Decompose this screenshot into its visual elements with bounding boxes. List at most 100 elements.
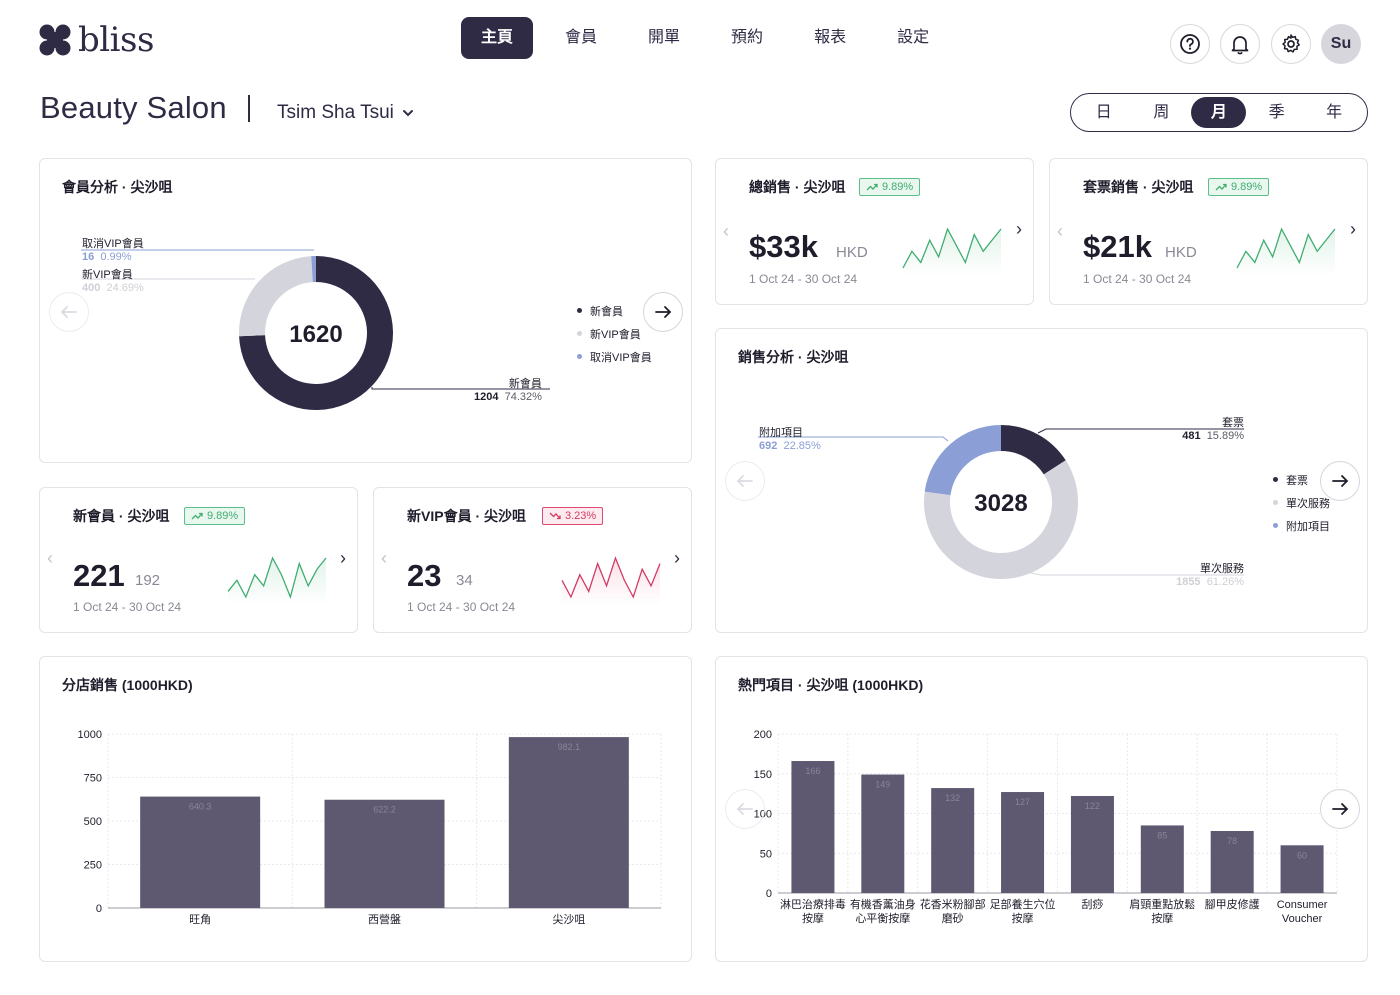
x-tick-label: 按摩 <box>802 911 824 925</box>
donut-slice <box>924 425 1001 496</box>
trend-up-icon <box>191 512 203 520</box>
bar <box>1210 830 1254 893</box>
next-button[interactable] <box>1320 789 1360 829</box>
period-month[interactable]: 月 <box>1191 97 1247 128</box>
bar-value-label: 982.1 <box>558 742 581 752</box>
x-tick-label: 有機香薰油身 <box>850 897 916 911</box>
x-tick-label: 肩頸重點放鬆 <box>1129 897 1195 911</box>
change-value: 3.23% <box>565 510 597 522</box>
prev-button[interactable] <box>725 789 765 829</box>
next-chevron-icon[interactable]: › <box>340 548 346 568</box>
next-button[interactable] <box>643 292 683 332</box>
bar-value-label: 78 <box>1227 836 1237 846</box>
sparkline <box>902 227 1002 276</box>
notifications-button[interactable] <box>1220 24 1260 64</box>
y-tick-label: 750 <box>84 773 102 785</box>
period-year[interactable]: 年 <box>1326 104 1343 121</box>
donut-slice <box>924 460 1078 579</box>
label-new-vip: 新VIP會員 400 24.69% <box>82 266 144 294</box>
period-day[interactable]: 日 <box>1095 104 1112 121</box>
y-tick-label: 0 <box>766 888 772 900</box>
new-vip-card: 新VIP會員 · 尖沙咀 3.23% ‹ › 23 34 1 Oct 24 - … <box>373 487 692 633</box>
sparkline-area <box>562 558 660 605</box>
nav-item-reports[interactable]: 報表 <box>814 29 847 46</box>
total-sales-card: 總銷售 · 尖沙咀 9.89% ‹ › $33k HKD 1 Oct 24 - … <box>715 158 1034 305</box>
x-tick-label: Voucher <box>1282 913 1323 925</box>
settings-button[interactable] <box>1271 24 1311 64</box>
arrow-right-icon <box>1332 475 1349 487</box>
segment-label: 單次服務 <box>1200 563 1244 575</box>
nav-item-bookings[interactable]: 預約 <box>731 29 764 46</box>
prev-chevron-icon[interactable]: ‹ <box>381 548 387 568</box>
prev-chevron-icon[interactable]: ‹ <box>723 221 729 241</box>
prev-chevron-icon[interactable]: ‹ <box>1057 221 1063 241</box>
popular-items-card: 熱門項目 · 尖沙咀 (1000HKD) 0 50 100 150 200 166 淋巴治療… <box>715 656 1368 962</box>
next-chevron-icon[interactable]: › <box>1350 219 1356 239</box>
bar-value-label: 60 <box>1297 850 1307 860</box>
prev-button[interactable] <box>725 461 765 501</box>
logo[interactable]: bliss <box>38 20 154 60</box>
next-chevron-icon[interactable]: › <box>1016 219 1022 239</box>
logo-text: bliss <box>78 20 154 60</box>
date-range: 1 Oct 24 - 30 Oct 24 <box>749 272 858 286</box>
segment-count: 481 <box>1182 430 1201 442</box>
change-value: 9.89% <box>882 181 914 193</box>
change-badge: 9.89% <box>1208 178 1270 196</box>
segment-pct: 22.85% <box>783 440 821 452</box>
sales-analysis-card: 銷售分析 · 尖沙咀 3028 附加項目 692 22.85% 套票 481 1… <box>715 328 1368 633</box>
popular-items-bar-chart: 050100150200166淋巴治療排毒按摩149有機香薰油身心平衡按摩132… <box>754 729 1338 925</box>
x-tick-label: 心平衡按摩 <box>855 911 910 925</box>
segment-count: 692 <box>759 440 778 452</box>
prev-chevron-icon[interactable]: ‹ <box>47 548 53 568</box>
bar <box>861 774 905 893</box>
bar-value-label: 122 <box>1085 801 1100 811</box>
branch-select[interactable]: Tsim Sha Tsui <box>277 102 414 124</box>
nav-item-orders[interactable]: 開單 <box>648 29 681 46</box>
next-button[interactable] <box>1320 461 1360 501</box>
arrow-left-icon <box>736 475 753 487</box>
trend-down-icon <box>549 512 561 520</box>
nav-item-home[interactable]: 主頁 <box>461 17 534 59</box>
label-single-service: 單次服務 1855 61.26% <box>1164 560 1244 588</box>
sparkline-area <box>1237 229 1335 276</box>
user-avatar[interactable]: Su <box>1321 24 1361 64</box>
next-chevron-icon[interactable]: › <box>674 548 680 568</box>
segment-label: 取消VIP會員 <box>82 238 144 250</box>
y-tick-label: 200 <box>754 729 772 741</box>
nav-item-members[interactable]: 會員 <box>565 29 598 46</box>
segment-count: 400 <box>82 282 101 294</box>
period-week[interactable]: 周 <box>1153 104 1170 121</box>
package-sales-card: 套票銷售 · 尖沙咀 9.89% ‹ › $21k HKD 1 Oct 24 -… <box>1049 158 1368 305</box>
period-quarter[interactable]: 季 <box>1268 104 1285 121</box>
change-badge: 9.89% <box>859 178 921 196</box>
sparkline-line <box>561 556 661 599</box>
bar-value-label: 149 <box>875 780 890 790</box>
legend-item: 新VIP會員 <box>577 322 652 345</box>
label-new-member: 新會員 1204 74.32% <box>474 375 542 403</box>
previous-value: 34 <box>456 572 473 589</box>
legend-item: 單次服務 <box>1273 491 1330 514</box>
metric-value: 23 <box>407 558 442 593</box>
segment-label: 新VIP會員 <box>82 269 133 281</box>
legend: 新會員 新VIP會員 取消VIP會員 <box>577 299 652 368</box>
label-cancel-vip: 取消VIP會員 16 0.99% <box>82 235 144 263</box>
card-title: 分店銷售 (1000HKD) <box>62 677 193 693</box>
donut-total: 1620 <box>289 321 342 348</box>
bar-value-label: 622.2 <box>373 805 396 815</box>
y-tick-label: 50 <box>760 848 772 860</box>
branch-select-value: Tsim Sha Tsui <box>277 102 394 123</box>
sparkline-line <box>1236 227 1336 269</box>
bar <box>1001 792 1045 893</box>
y-tick-label: 250 <box>84 860 102 872</box>
bar <box>931 788 975 893</box>
segment-pct: 0.99% <box>100 251 132 263</box>
bar <box>508 737 629 908</box>
nav-item-settings[interactable]: 設定 <box>897 29 930 46</box>
x-tick-label: 按摩 <box>1151 911 1173 925</box>
help-button[interactable] <box>1170 24 1210 64</box>
legend-label: 附加項目 <box>1286 520 1330 533</box>
bar <box>1140 825 1184 893</box>
x-tick-label: 西營盤 <box>368 913 401 926</box>
legend-label: 新VIP會員 <box>590 328 641 341</box>
prev-button[interactable] <box>49 292 89 332</box>
